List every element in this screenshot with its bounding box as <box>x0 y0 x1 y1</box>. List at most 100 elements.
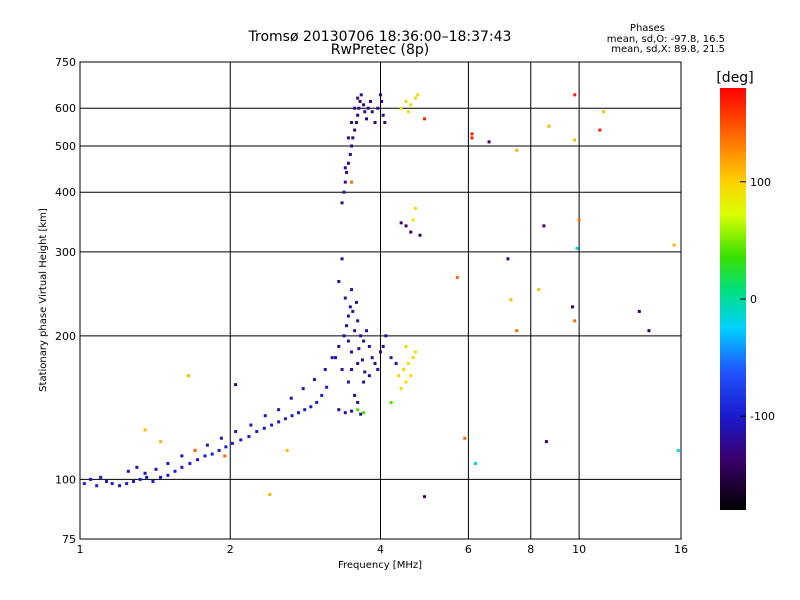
data-points <box>82 93 680 499</box>
data-point <box>154 467 158 471</box>
x-tick-label: 16 <box>674 543 688 556</box>
data-point <box>357 106 361 110</box>
data-point <box>196 458 200 462</box>
data-point <box>249 423 253 427</box>
data-point <box>470 132 474 136</box>
data-point <box>351 136 355 140</box>
data-point <box>353 128 357 132</box>
data-point <box>470 136 474 140</box>
data-point <box>411 218 415 222</box>
data-point <box>356 96 360 100</box>
data-point <box>509 298 513 302</box>
data-point <box>409 230 413 234</box>
data-point <box>637 309 641 313</box>
y-axis-label: Stationary phase Virtual Height [km] <box>38 208 49 392</box>
data-point <box>290 414 294 418</box>
data-point <box>537 288 541 292</box>
data-point <box>413 96 417 100</box>
x-tick-label: 1 <box>77 543 84 556</box>
data-point <box>359 412 363 416</box>
data-point <box>373 361 377 365</box>
x-axis-label: Frequency [MHz] <box>338 560 422 571</box>
data-point <box>409 374 413 378</box>
data-point <box>506 257 510 261</box>
data-point <box>315 400 319 404</box>
data-point <box>138 477 142 481</box>
data-point <box>180 454 184 458</box>
data-point <box>381 344 385 348</box>
data-point <box>402 367 406 371</box>
data-point <box>379 350 382 354</box>
data-point <box>366 106 370 110</box>
data-point <box>247 435 251 439</box>
data-point <box>363 370 367 374</box>
data-point <box>358 99 362 103</box>
data-point <box>350 409 354 413</box>
data-point <box>544 440 548 444</box>
data-point <box>399 221 403 225</box>
data-point <box>602 110 606 114</box>
y-tick-label: 750 <box>55 56 76 69</box>
title-block: Tromsø 20130706 18:36:00–18:37:43 RwPret… <box>248 29 512 58</box>
x-tick-label: 2 <box>227 543 234 556</box>
stats-line-o: mean, sd,O: -97.8, 16.5 <box>607 34 725 45</box>
data-point <box>95 484 99 488</box>
data-point <box>234 430 238 434</box>
data-point <box>362 380 366 384</box>
data-point <box>356 400 360 404</box>
data-point <box>354 300 358 304</box>
data-point <box>296 411 300 415</box>
data-point <box>348 305 352 309</box>
data-point <box>413 350 417 354</box>
data-point <box>348 152 352 156</box>
data-point <box>350 350 354 354</box>
data-point <box>277 420 281 424</box>
data-point <box>89 477 93 481</box>
data-point <box>219 436 223 440</box>
data-point <box>547 124 551 128</box>
data-point <box>151 479 155 483</box>
data-point <box>365 329 369 333</box>
data-point <box>487 140 491 144</box>
data-point <box>515 329 519 333</box>
stats-line-x: mean, sd,X: 89.8, 21.5 <box>611 44 725 55</box>
data-point <box>323 367 327 371</box>
data-point <box>353 393 357 397</box>
data-point <box>676 448 680 452</box>
data-point <box>217 448 221 452</box>
data-point <box>356 408 360 412</box>
data-point <box>647 329 651 333</box>
data-point <box>330 356 334 360</box>
data-point <box>350 180 354 184</box>
data-point <box>303 408 307 412</box>
data-point <box>418 233 422 237</box>
data-point <box>370 356 374 360</box>
data-point <box>473 461 477 465</box>
data-point <box>362 339 366 343</box>
colorbar: [deg] 100 0 -100 <box>716 70 775 510</box>
data-point <box>159 475 163 479</box>
data-point <box>333 356 337 360</box>
data-point <box>230 441 234 445</box>
data-point <box>187 374 191 378</box>
data-point <box>411 356 415 360</box>
data-point <box>350 144 354 148</box>
data-point <box>353 329 357 333</box>
data-point <box>573 138 577 142</box>
stats-title: Phases <box>630 23 665 34</box>
data-point <box>277 408 281 412</box>
data-point <box>394 361 398 365</box>
y-tick-label: 300 <box>55 246 76 259</box>
x-tick-label: 6 <box>465 543 472 556</box>
data-point <box>145 475 149 479</box>
data-point <box>343 180 347 184</box>
data-point <box>346 136 350 140</box>
data-point <box>143 471 147 475</box>
data-point <box>203 454 207 458</box>
data-point <box>373 121 377 125</box>
data-point <box>118 484 122 488</box>
data-point <box>575 246 579 250</box>
data-point <box>416 93 420 97</box>
data-point <box>262 426 266 430</box>
data-point <box>337 408 341 412</box>
